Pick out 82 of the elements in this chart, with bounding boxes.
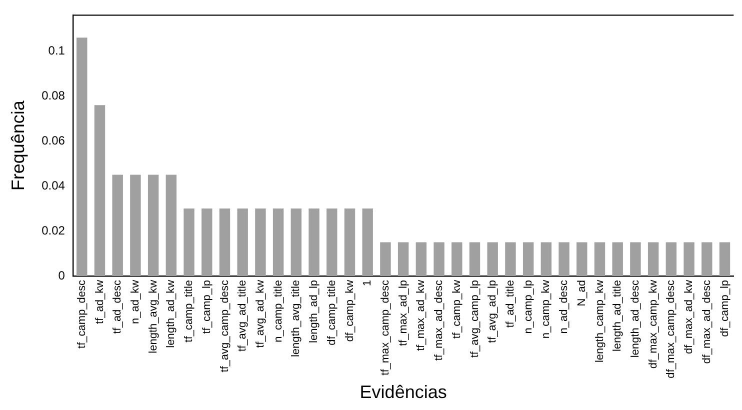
x-tick-label: n_camp_kw xyxy=(540,280,552,339)
bar xyxy=(76,38,88,276)
bar xyxy=(487,242,498,276)
x-tick-label: N_ad xyxy=(576,280,588,306)
x-tick-label: df_max_camp_kw xyxy=(647,280,660,369)
bar xyxy=(612,242,623,276)
bar xyxy=(130,174,141,276)
x-tick-label: n_ad_kw xyxy=(129,280,142,324)
x-tick-label: length_ad_kw xyxy=(165,280,178,348)
x-tick-label: df_max_camp_desc xyxy=(665,279,678,378)
bar xyxy=(594,242,606,276)
y-axis-title: Frequência xyxy=(8,100,28,191)
x-tick-label: df_camp_lp xyxy=(718,280,731,337)
bar xyxy=(630,242,641,276)
x-tick-label: tf_camp_lp xyxy=(200,280,213,334)
x-tick-label: tf_avg_ad_lp xyxy=(486,280,499,343)
bar xyxy=(290,208,302,276)
bar xyxy=(308,208,320,276)
bar xyxy=(148,174,159,276)
x-axis-title: Evidências xyxy=(360,382,447,402)
x-tick-label: tf_camp_kw xyxy=(450,280,463,339)
bar xyxy=(416,242,427,276)
bar xyxy=(94,105,106,276)
bar xyxy=(469,242,480,276)
y-tick-label: 0.08 xyxy=(42,88,66,102)
bar xyxy=(380,242,391,276)
x-tick-label: tf_avg_camp_lp xyxy=(468,280,481,358)
x-tick-label: tf_ad_desc xyxy=(112,279,124,334)
bar xyxy=(719,242,730,276)
x-tick-label: tf_avg_ad_kw xyxy=(254,280,266,348)
x-tick-label: tf_ad_kw xyxy=(94,280,106,324)
x-tick-label: tf_camp_title xyxy=(183,280,196,342)
y-tick-label: 0.04 xyxy=(42,178,66,192)
x-tick-label: 1 xyxy=(362,280,374,286)
x-tick-label: n_camp_title xyxy=(272,280,284,342)
bar xyxy=(202,208,212,276)
y-tick-label: 0 xyxy=(58,268,66,282)
bar xyxy=(112,174,123,276)
y-tick-label: 0.02 xyxy=(42,223,66,238)
x-tick-label: n_ad_desc xyxy=(558,279,570,334)
x-tick-label: length_camp_kw xyxy=(594,280,606,363)
x-tick-label: length_ad_desc xyxy=(629,279,642,358)
bar xyxy=(255,208,266,276)
x-tick-label: tf_max_camp_desc xyxy=(379,279,392,376)
x-tick-label: tf_ad_title xyxy=(504,280,516,328)
bar xyxy=(184,208,194,276)
y-tick-label: 0.06 xyxy=(42,133,66,148)
bar xyxy=(398,242,409,276)
x-tick-label: n_camp_lp xyxy=(522,280,534,334)
x-tick-label: length_ad_lp xyxy=(308,280,320,343)
bar xyxy=(684,242,694,276)
x-tick-label: tf_camp_desc xyxy=(76,279,88,348)
x-tick-label: tf_avg_camp_desc xyxy=(218,279,231,372)
x-tick-label: df_max_ad_desc xyxy=(700,279,713,364)
x-tick-label: length_avg_title xyxy=(290,280,302,358)
bar xyxy=(558,242,570,276)
bar xyxy=(344,208,356,276)
bar xyxy=(362,208,373,276)
bar xyxy=(326,208,338,276)
bar xyxy=(702,242,712,276)
bar xyxy=(576,242,588,276)
bar xyxy=(666,242,677,276)
bar xyxy=(219,208,230,276)
bar xyxy=(452,242,462,276)
bar xyxy=(648,242,659,276)
y-tick-label: 0.1 xyxy=(48,43,66,58)
x-tick-label: df_max_ad_kw xyxy=(683,280,696,354)
bar xyxy=(434,242,444,276)
bar xyxy=(272,208,284,276)
bar xyxy=(522,242,534,276)
bar xyxy=(505,242,516,276)
x-tick-label: df_camp_kw xyxy=(344,280,356,342)
bar xyxy=(237,208,248,276)
bar xyxy=(166,174,177,276)
x-tick-label: tf_max_ad_lp xyxy=(397,280,410,346)
x-tick-label: tf_avg_ad_title xyxy=(236,280,249,352)
x-tick-label: df_camp_title xyxy=(326,280,338,346)
x-tick-label: tf_max_ad_kw xyxy=(415,280,428,351)
bar xyxy=(540,242,552,276)
x-tick-label: tf_max_ad_desc xyxy=(433,279,446,361)
x-tick-label: length_ad_title xyxy=(612,280,624,352)
x-tick-label: length_avg_kw xyxy=(147,280,160,354)
